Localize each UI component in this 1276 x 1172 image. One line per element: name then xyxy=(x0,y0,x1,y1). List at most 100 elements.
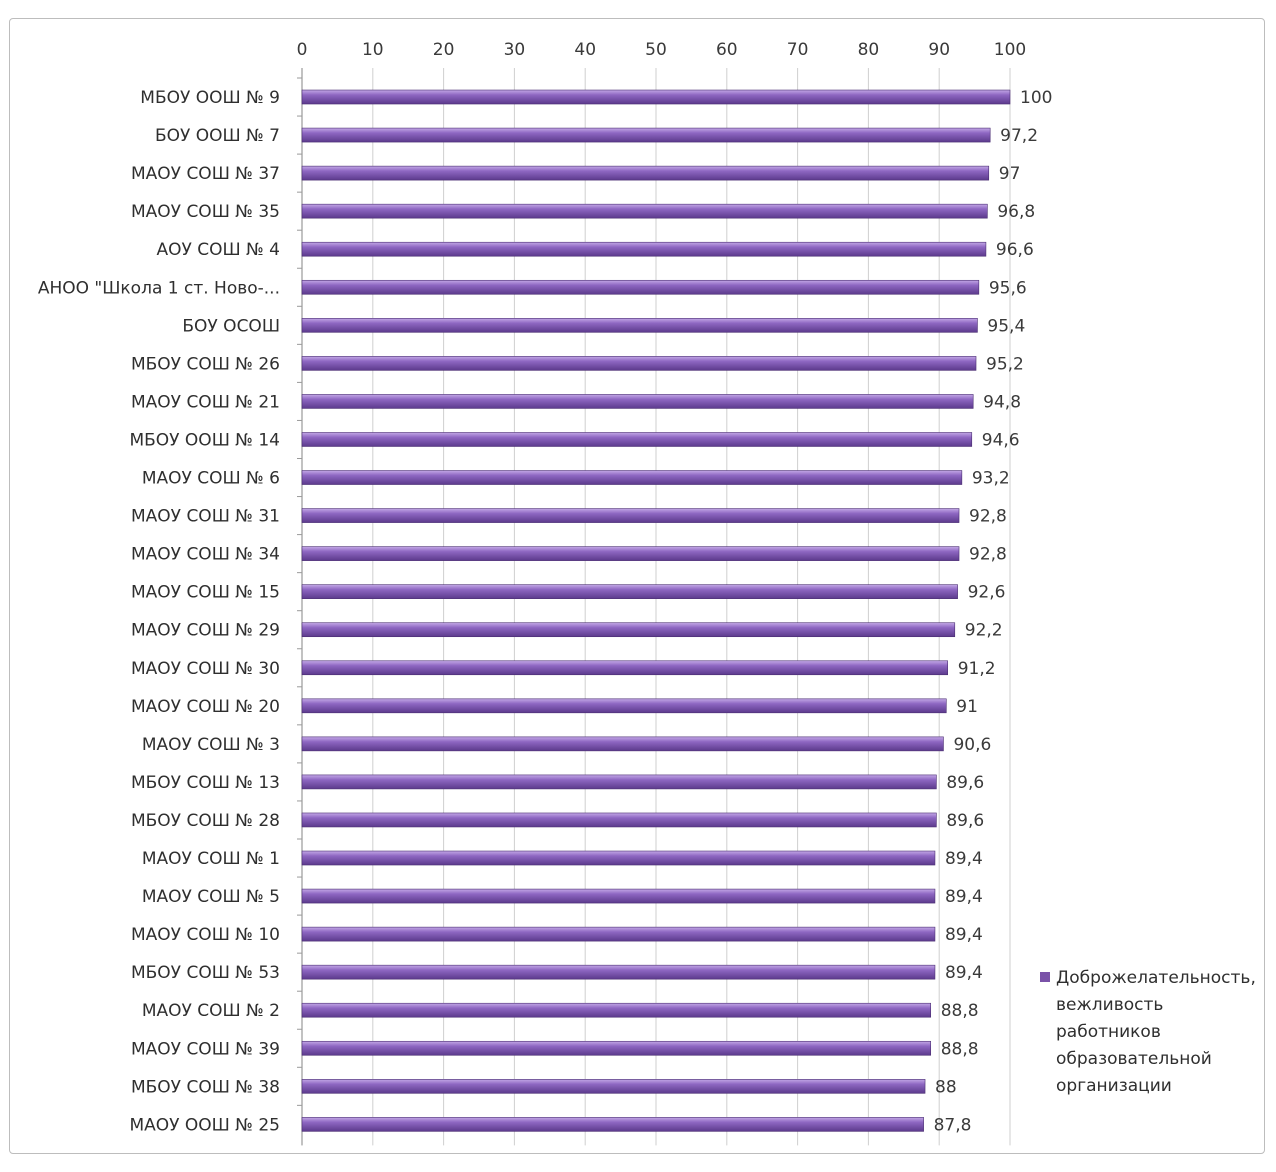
category-label: МБОУ СОШ № 13 xyxy=(131,773,280,793)
legend-label: организации xyxy=(1056,1076,1172,1096)
category-label: АОУ СОШ № 4 xyxy=(156,240,280,260)
bar xyxy=(301,394,974,409)
legend-label: работников xyxy=(1056,1022,1161,1042)
category-label: МАОУ СОШ № 6 xyxy=(142,469,280,489)
bar xyxy=(301,1079,926,1094)
data-label: 89,4 xyxy=(945,849,983,869)
data-label: 89,4 xyxy=(945,963,983,983)
category-label: МАОУ СОШ № 39 xyxy=(131,1039,280,1059)
data-label: 97 xyxy=(999,164,1021,184)
data-label: 95,6 xyxy=(989,278,1027,298)
data-label: 97,2 xyxy=(1000,126,1038,146)
category-label: МАОУ СОШ № 3 xyxy=(142,735,280,755)
category-label: МАОУ СОШ № 1 xyxy=(142,849,280,869)
data-label: 89,6 xyxy=(946,811,984,831)
category-label: МАОУ СОШ № 30 xyxy=(131,659,280,679)
category-label: АНОО "Школа 1 ст. Ново-... xyxy=(38,278,280,298)
data-label: 92,8 xyxy=(969,545,1007,565)
bar xyxy=(301,508,960,523)
bar xyxy=(301,812,937,828)
legend-label: Доброжелательность, xyxy=(1056,968,1256,988)
category-label: МАОУ ООШ № 25 xyxy=(129,1115,280,1135)
category-label: МАОУ СОШ № 21 xyxy=(131,392,280,412)
category-label: МБОУ ООШ № 14 xyxy=(129,430,280,450)
bar xyxy=(301,584,958,599)
x-tick-label: 80 xyxy=(858,40,880,60)
bar xyxy=(301,1002,932,1018)
legend-swatch xyxy=(1040,972,1050,982)
data-label: 89,6 xyxy=(946,773,984,793)
bar xyxy=(301,356,977,371)
data-label: 100 xyxy=(1020,88,1052,108)
bar xyxy=(301,89,1011,105)
bar xyxy=(301,203,988,219)
bar xyxy=(301,279,980,295)
bar xyxy=(301,1117,924,1132)
category-label: МАОУ СОШ № 37 xyxy=(131,164,280,184)
x-tick-label: 10 xyxy=(362,40,384,60)
data-label: 94,8 xyxy=(983,392,1021,412)
legend-label: вежливость xyxy=(1056,995,1163,1015)
category-label: МАОУ СОШ № 2 xyxy=(142,1001,280,1021)
x-tick-label: 30 xyxy=(504,40,526,60)
x-tick-label: 90 xyxy=(928,40,950,60)
bar xyxy=(301,660,948,676)
x-tick-label: 40 xyxy=(574,40,596,60)
category-label: МБОУ СОШ № 28 xyxy=(131,811,280,831)
data-label: 88,8 xyxy=(941,1039,979,1059)
bar xyxy=(301,964,936,980)
data-label: 92,2 xyxy=(965,621,1003,641)
bar xyxy=(301,546,960,561)
category-label: МАОУ СОШ № 34 xyxy=(131,545,280,565)
category-label: МАОУ СОШ № 20 xyxy=(131,697,280,717)
category-label: МАОУ СОШ № 15 xyxy=(131,583,280,603)
category-label: МАОУ СОШ № 29 xyxy=(131,621,280,641)
bar xyxy=(301,241,987,257)
bar xyxy=(301,926,936,942)
category-label: БОУ ОСОШ xyxy=(182,316,280,336)
category-label: МАОУ СОШ № 10 xyxy=(131,925,280,945)
data-label: 91 xyxy=(956,697,978,717)
x-tick-label: 20 xyxy=(433,40,455,60)
bar xyxy=(301,470,963,485)
data-label: 89,4 xyxy=(945,887,983,907)
category-label: МБОУ ООШ № 9 xyxy=(140,88,280,108)
data-label: 87,8 xyxy=(934,1115,972,1135)
bar xyxy=(301,698,947,714)
x-tick-label: 60 xyxy=(716,40,738,60)
bar xyxy=(301,318,978,333)
category-label: МБОУ СОШ № 26 xyxy=(131,354,280,374)
data-label: 95,2 xyxy=(986,354,1024,374)
category-label: МБОУ СОШ № 53 xyxy=(131,963,280,983)
data-label: 88,8 xyxy=(941,1001,979,1021)
bar xyxy=(301,888,936,904)
category-label: МАОУ СОШ № 35 xyxy=(131,202,280,222)
data-label: 96,8 xyxy=(997,202,1035,222)
data-label: 90,6 xyxy=(953,735,991,755)
data-label: 94,6 xyxy=(982,430,1020,450)
x-tick-label: 100 xyxy=(994,40,1026,60)
bar xyxy=(301,736,944,752)
data-label: 93,2 xyxy=(972,469,1010,489)
bar xyxy=(301,432,973,447)
bar xyxy=(301,127,991,143)
category-label: МАОУ СОШ № 5 xyxy=(142,887,280,907)
category-label: МБОУ СОШ № 38 xyxy=(131,1077,280,1097)
x-tick-label: 70 xyxy=(787,40,809,60)
x-tick-label: 0 xyxy=(297,40,308,60)
bar xyxy=(301,774,937,790)
data-label: 95,4 xyxy=(987,316,1025,336)
data-label: 88 xyxy=(935,1077,957,1097)
category-label: БОУ ООШ № 7 xyxy=(155,126,280,146)
category-label: МАОУ СОШ № 31 xyxy=(131,507,280,527)
data-label: 91,2 xyxy=(958,659,996,679)
bar xyxy=(301,1040,932,1056)
bar xyxy=(301,165,990,181)
data-label: 92,8 xyxy=(969,507,1007,527)
data-label: 89,4 xyxy=(945,925,983,945)
data-label: 96,6 xyxy=(996,240,1034,260)
x-tick-label: 50 xyxy=(645,40,667,60)
data-label: 92,6 xyxy=(968,583,1006,603)
bar xyxy=(301,622,956,638)
